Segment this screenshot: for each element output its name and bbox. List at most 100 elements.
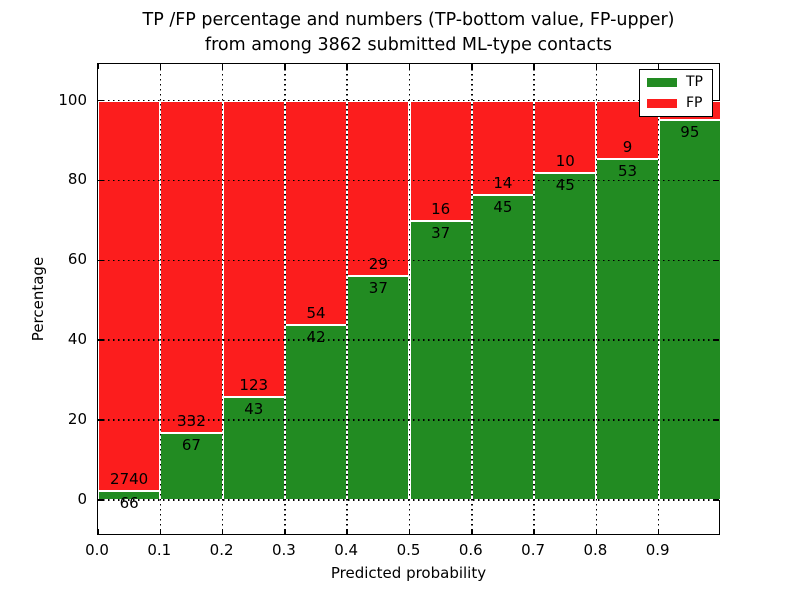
bar-label-tp: 45 [555,176,575,195]
y-tick-label: 60 [67,250,87,269]
y-axis-tick [714,99,719,102]
bar-segment-fp [534,100,597,174]
y-axis-tick [714,419,719,421]
bar-segment-tp [471,195,535,500]
x-axis-tick [595,529,598,534]
x-axis-tick [471,529,473,534]
bar-label-tp: 37 [368,279,388,298]
vertical-gridline [221,64,224,534]
fp-color-swatch [647,98,677,108]
y-tick-label: 80 [67,170,87,189]
bar-segment-fp [284,100,348,326]
x-axis-tick [159,64,162,69]
horizontal-gridline [98,419,719,421]
vertical-gridline [284,64,286,534]
y-axis-tick [714,499,719,501]
bar-segment-fp [98,100,161,491]
x-axis-tick [221,64,224,69]
bar-label-tp: 66 [119,493,139,512]
chart-title-line2: from among 3862 submitted ML-type contac… [204,35,613,55]
horizontal-gridline [98,179,719,182]
bar-label-fp: 10 [555,152,575,171]
x-tick-label: 0.7 [521,541,546,559]
x-axis-tick [408,529,411,534]
horizontal-gridline [98,99,719,102]
x-axis-tick [346,64,348,69]
bar-label-tp: 95 [680,123,700,142]
bar-segment-tp [160,432,223,500]
bar-segment-tp [222,396,285,500]
x-axis-tick [657,529,660,534]
bar-label-fp: 332 [177,411,206,430]
x-tick-label: 0.1 [147,541,172,559]
bar-label-fp: 14 [493,174,513,193]
vertical-gridline [159,64,162,534]
x-axis-tick [97,529,99,534]
bar-segment-tp [347,276,410,500]
x-axis-tick [471,64,473,69]
bar-segment-tp [596,158,659,500]
x-tick-label: 0.6 [458,541,483,559]
y-tick-label: 0 [77,490,87,508]
x-axis-tick [533,529,535,534]
x-axis-tick [284,64,286,69]
x-axis-label: Predicted probability [330,564,487,582]
x-axis-tick [284,529,286,534]
y-axis-tick [98,419,103,421]
x-axis-tick [159,529,162,534]
plot-area: TP FP 2740 66 332 67 123 43 54 42 29 37 16 37 14 45 10… [97,63,721,535]
x-axis-tick [595,64,598,69]
legend-item-fp: FP [647,96,703,110]
horizontal-gridline [98,499,719,501]
bar-label-tp: 42 [306,328,326,347]
y-axis-tick [714,179,719,182]
vertical-gridline [408,64,411,534]
legend-label-tp: TP [686,74,703,90]
vertical-gridline [533,64,535,534]
x-axis-tick [408,64,411,69]
legend: TP FP [639,69,713,117]
bar-label-tp: 43 [244,399,264,418]
y-tick-label: 20 [67,410,87,429]
y-axis-tick [714,259,719,262]
bar-segment-tp [98,490,161,500]
bar-segment-tp [658,120,721,500]
bar-segment-fp [222,100,285,397]
x-axis-tick [346,529,348,534]
x-axis-tick [657,64,660,69]
bar-segment-tp [284,325,348,500]
legend-item-tp: TP [647,75,703,89]
vertical-gridline [657,64,660,534]
x-tick-label: 0.3 [271,541,296,559]
bar-label-fp: 29 [368,255,388,274]
bar-label-fp: 2740 [110,469,149,488]
bar-segment-fp [471,100,535,196]
bar-segment-tp [409,221,472,500]
legend-label-fp: FP [686,95,703,111]
bar-label-fp: 54 [306,304,326,323]
bar-label-fp: 123 [239,375,269,394]
x-tick-label: 0.8 [583,541,608,559]
bar-label-tp: 53 [618,161,638,180]
bar-segment-fp [347,100,410,277]
vertical-gridline [595,64,598,534]
bar-label-tp: 37 [431,224,451,243]
bar-segment-fp [409,100,472,222]
horizontal-gridline [98,339,719,341]
y-tick-label: 40 [67,330,87,349]
bar-label-tp: 45 [493,198,513,217]
y-axis-tick [714,339,719,341]
y-axis-tick [98,339,103,341]
bar-segment-fp [160,100,223,433]
tp-color-swatch [647,77,677,87]
x-tick-label: 0.9 [645,541,670,559]
horizontal-gridline [98,259,719,262]
x-tick-label: 0.4 [334,541,359,559]
chart-title-line1: TP /FP percentage and numbers (TP-bottom… [142,10,675,30]
x-axis-tick [97,64,99,69]
bar-label-tp: 67 [181,435,201,454]
x-tick-label: 0.2 [209,541,234,559]
x-axis-tick [533,64,535,69]
y-axis-tick [98,499,103,501]
bar-label-fp: 9 [622,137,633,156]
